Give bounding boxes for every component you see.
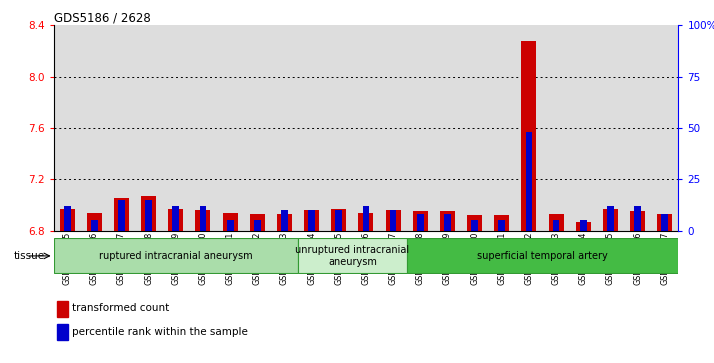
Bar: [277, 214, 292, 231]
Bar: [521, 41, 536, 231]
Bar: [114, 199, 129, 231]
Bar: [380, 25, 407, 231]
Bar: [336, 210, 342, 231]
Bar: [281, 210, 288, 231]
Bar: [358, 213, 373, 231]
Bar: [135, 25, 162, 231]
Bar: [444, 214, 451, 231]
Bar: [196, 210, 211, 231]
Bar: [363, 206, 369, 231]
Text: percentile rank within the sample: percentile rank within the sample: [72, 327, 248, 337]
Bar: [390, 210, 396, 231]
Bar: [271, 25, 298, 231]
Bar: [304, 210, 319, 231]
Bar: [145, 200, 152, 231]
Bar: [570, 25, 597, 231]
Bar: [199, 206, 206, 231]
Bar: [56, 301, 68, 317]
Bar: [250, 214, 265, 231]
Bar: [172, 206, 179, 231]
Bar: [118, 200, 125, 231]
Bar: [56, 324, 68, 340]
Bar: [575, 221, 590, 231]
Bar: [603, 209, 618, 231]
Bar: [434, 25, 461, 231]
Bar: [553, 220, 560, 231]
Bar: [440, 211, 455, 231]
Bar: [216, 25, 243, 231]
Bar: [223, 213, 238, 231]
Bar: [189, 25, 216, 231]
Bar: [417, 214, 423, 231]
Bar: [461, 25, 488, 231]
Bar: [169, 209, 183, 231]
Bar: [630, 211, 645, 231]
Text: transformed count: transformed count: [72, 303, 169, 313]
Bar: [413, 211, 428, 231]
Bar: [243, 25, 271, 231]
Bar: [548, 214, 563, 231]
FancyBboxPatch shape: [298, 238, 407, 273]
Bar: [624, 25, 651, 231]
Bar: [607, 206, 614, 231]
Bar: [543, 25, 570, 231]
Text: ruptured intracranial aneurysm: ruptured intracranial aneurysm: [99, 251, 253, 261]
Bar: [60, 209, 74, 231]
Bar: [494, 215, 509, 231]
Bar: [87, 213, 102, 231]
Bar: [64, 206, 71, 231]
Bar: [141, 196, 156, 231]
Bar: [407, 25, 434, 231]
Bar: [254, 220, 261, 231]
FancyBboxPatch shape: [407, 238, 678, 273]
Bar: [227, 220, 233, 231]
Text: superficial temporal artery: superficial temporal artery: [477, 251, 608, 261]
Bar: [298, 25, 325, 231]
Bar: [308, 210, 315, 231]
Bar: [162, 25, 189, 231]
Bar: [498, 220, 505, 231]
Bar: [81, 25, 108, 231]
Bar: [526, 132, 533, 231]
Bar: [386, 210, 401, 231]
Text: tissue: tissue: [14, 251, 45, 261]
Text: unruptured intracranial
aneurysm: unruptured intracranial aneurysm: [296, 245, 409, 267]
Bar: [597, 25, 624, 231]
Bar: [516, 25, 543, 231]
Bar: [658, 214, 672, 231]
Bar: [661, 214, 668, 231]
Bar: [651, 25, 678, 231]
Bar: [471, 220, 478, 231]
Bar: [108, 25, 135, 231]
Bar: [54, 25, 81, 231]
Bar: [91, 220, 98, 231]
Bar: [580, 220, 587, 231]
Bar: [634, 206, 641, 231]
Text: GDS5186 / 2628: GDS5186 / 2628: [54, 12, 151, 25]
Bar: [352, 25, 380, 231]
Bar: [467, 215, 482, 231]
Bar: [331, 209, 346, 231]
Bar: [325, 25, 352, 231]
Bar: [488, 25, 516, 231]
FancyBboxPatch shape: [54, 238, 298, 273]
